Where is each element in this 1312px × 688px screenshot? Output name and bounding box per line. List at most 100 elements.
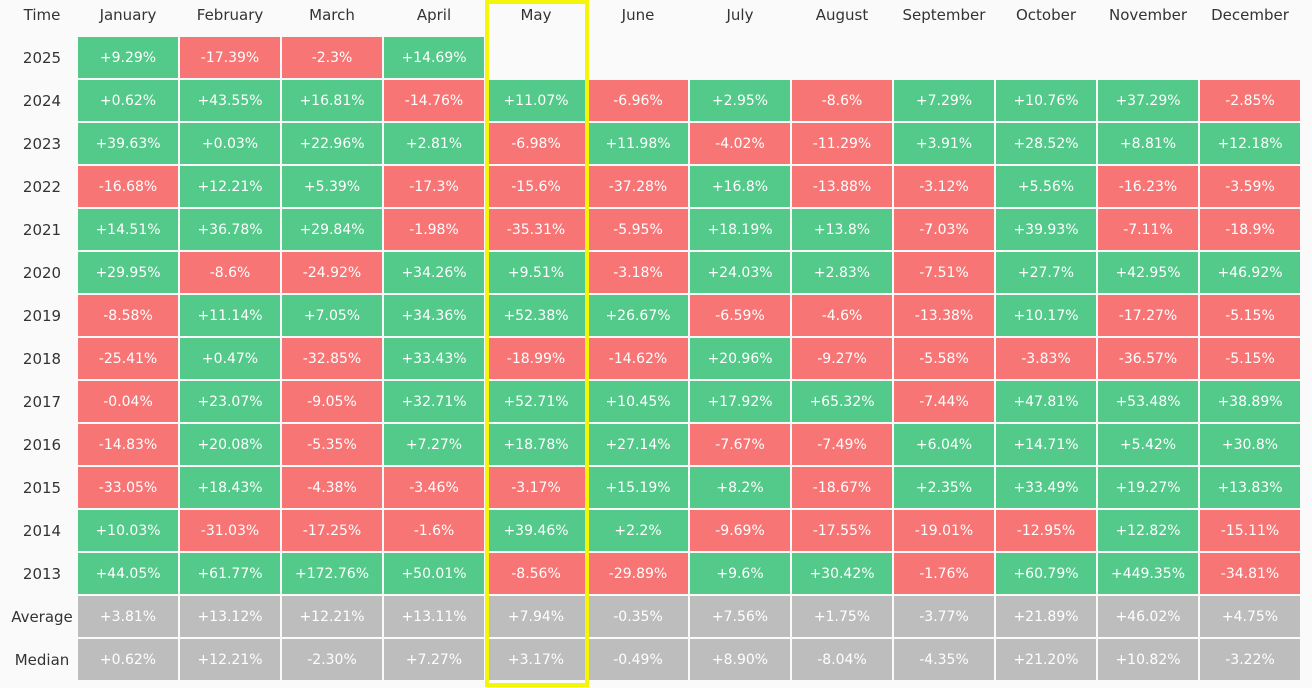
return-cell: +52.71% [486,381,586,422]
return-cell: +2.81% [384,123,484,164]
summary-cell: -0.49% [588,639,688,680]
return-cell: +8.2% [690,467,790,508]
return-cell: +2.95% [690,80,790,121]
return-cell: +39.93% [996,209,1096,250]
return-cell: -3.59% [1200,166,1300,207]
row-label: 2013 [22,564,62,583]
return-cell: -16.68% [78,166,178,207]
return-cell: +23.07% [180,381,280,422]
return-cell: -13.38% [894,295,994,336]
return-cell: -7.03% [894,209,994,250]
return-cell: -14.83% [78,424,178,465]
return-cell: -37.28% [588,166,688,207]
return-cell: +30.8% [1200,424,1300,465]
return-cell: +9.6% [690,553,790,594]
column-header: November [1108,6,1188,24]
return-cell: -4.02% [690,123,790,164]
column-header: June [621,6,655,24]
return-cell: +52.38% [486,295,586,336]
return-cell: +29.84% [282,209,382,250]
return-cell: -5.58% [894,338,994,379]
return-cell: +38.89% [1200,381,1300,422]
return-cell: +12.82% [1098,510,1198,551]
return-cell: -5.15% [1200,295,1300,336]
row-label: 2025 [22,48,62,67]
return-cell: +8.81% [1098,123,1198,164]
return-cell: -18.99% [486,338,586,379]
return-cell: -25.41% [78,338,178,379]
return-cell: -29.89% [588,553,688,594]
return-cell: +18.43% [180,467,280,508]
return-cell: +5.39% [282,166,382,207]
summary-cell: -0.35% [588,596,688,637]
return-cell: -36.57% [1098,338,1198,379]
return-cell: +34.36% [384,295,484,336]
return-cell: +16.8% [690,166,790,207]
row-label: Average [11,607,73,626]
summary-cell: +12.21% [180,639,280,680]
return-cell: -1.98% [384,209,484,250]
summary-cell: +12.21% [282,596,382,637]
column-header: January [99,6,157,24]
return-cell: -18.9% [1200,209,1300,250]
row-label: 2023 [22,134,62,153]
return-cell: +18.78% [486,424,586,465]
return-cell: -17.3% [384,166,484,207]
row-label: Median [14,650,70,669]
return-cell: -9.27% [792,338,892,379]
column-header: August [815,6,869,24]
return-cell: -5.35% [282,424,382,465]
summary-cell: -2.30% [282,639,382,680]
return-cell: -8.6% [180,252,280,293]
return-cell: +7.29% [894,80,994,121]
summary-cell: +1.75% [792,596,892,637]
return-cell: -16.23% [1098,166,1198,207]
return-cell: +22.96% [282,123,382,164]
return-cell: +37.29% [1098,80,1198,121]
return-cell: -17.55% [792,510,892,551]
summary-cell: +13.12% [180,596,280,637]
summary-cell: +0.62% [78,639,178,680]
return-cell: -15.6% [486,166,586,207]
column-header: February [196,6,264,24]
return-cell: -7.51% [894,252,994,293]
return-cell: +0.62% [78,80,178,121]
summary-cell: +7.56% [690,596,790,637]
row-label: 2017 [22,392,62,411]
row-label: 2015 [22,478,62,497]
return-cell: +39.46% [486,510,586,551]
summary-cell: +3.17% [486,639,586,680]
return-cell: +47.81% [996,381,1096,422]
return-cell: -8.56% [486,553,586,594]
return-cell: +6.04% [894,424,994,465]
return-cell: -35.31% [486,209,586,250]
return-cell: +27.14% [588,424,688,465]
return-cell: +12.21% [180,166,280,207]
row-label: 2024 [22,91,62,110]
column-header: September [902,6,986,24]
return-cell: +16.81% [282,80,382,121]
return-cell: +34.26% [384,252,484,293]
return-cell: +30.42% [792,553,892,594]
return-cell: -17.27% [1098,295,1198,336]
return-cell: +3.91% [894,123,994,164]
return-cell: +44.05% [78,553,178,594]
return-cell: +53.48% [1098,381,1198,422]
return-cell: +32.71% [384,381,484,422]
return-cell: +24.03% [690,252,790,293]
return-cell: -2.85% [1200,80,1300,121]
return-cell: +12.18% [1200,123,1300,164]
return-cell: +28.52% [996,123,1096,164]
summary-cell: -3.22% [1200,639,1300,680]
return-cell: -14.62% [588,338,688,379]
return-cell: -9.05% [282,381,382,422]
return-cell: +449.35% [1098,553,1198,594]
return-cell: +13.83% [1200,467,1300,508]
summary-cell: -3.77% [894,596,994,637]
summary-cell: +8.90% [690,639,790,680]
return-cell: -7.11% [1098,209,1198,250]
row-label: 2014 [22,521,62,540]
return-cell: -13.88% [792,166,892,207]
return-cell: +9.51% [486,252,586,293]
